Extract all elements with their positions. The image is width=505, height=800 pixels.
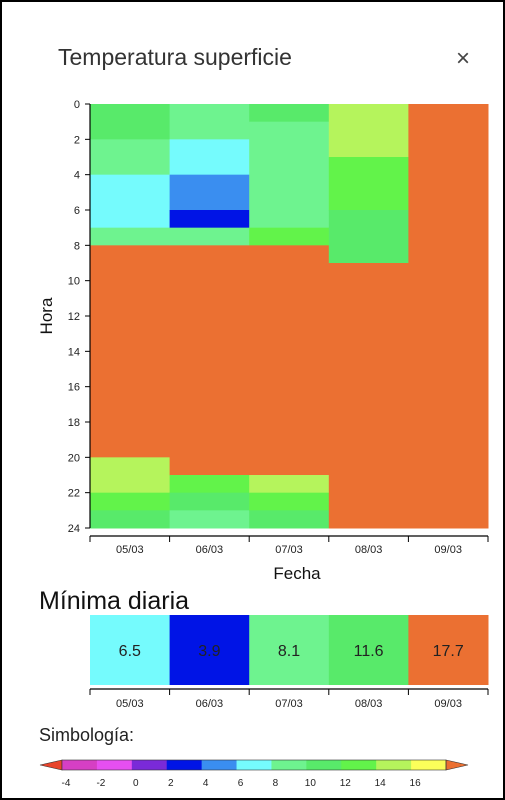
heatmap-cell bbox=[328, 263, 409, 529]
heatmap-cell bbox=[90, 457, 171, 494]
table-x-tick-label: 07/03 bbox=[275, 698, 303, 710]
y-tick-label: 0 bbox=[74, 99, 80, 111]
heatmap-cell bbox=[249, 227, 330, 246]
daily-minimum-cell bbox=[169, 615, 250, 685]
legend-swatch bbox=[62, 760, 98, 770]
legend-swatch bbox=[201, 760, 237, 770]
x-tick-label: 05/03 bbox=[116, 544, 144, 556]
heatmap-cell bbox=[169, 104, 250, 140]
heatmap-cell bbox=[328, 157, 409, 211]
legend-tick-label: 10 bbox=[305, 778, 317, 789]
legend-tick-label: 0 bbox=[133, 778, 139, 789]
y-tick-label: 16 bbox=[68, 382, 80, 394]
heatmap-cell bbox=[169, 245, 250, 476]
legend-tick-label: -4 bbox=[62, 778, 71, 789]
legend-swatch bbox=[166, 760, 203, 770]
legend-border bbox=[61, 759, 447, 771]
y-axis-label: Hora bbox=[37, 297, 56, 334]
legend-tick-label: 6 bbox=[238, 778, 244, 789]
legend-tick-label: 4 bbox=[203, 778, 209, 789]
legend-tick-label: 16 bbox=[410, 778, 422, 789]
y-tick-label: 2 bbox=[74, 134, 80, 146]
daily-minimum-value: 11.6 bbox=[354, 643, 384, 660]
close-icon[interactable]: × bbox=[455, 45, 470, 72]
y-tick-label: 24 bbox=[68, 523, 80, 535]
y-tick-label: 6 bbox=[74, 205, 80, 217]
daily-minimum-value: 17.7 bbox=[433, 643, 464, 660]
x-tick-label: 06/03 bbox=[196, 544, 224, 556]
heatmap-cell bbox=[249, 492, 330, 511]
heatmap-cell bbox=[328, 210, 409, 264]
x-axis-label: Fecha bbox=[273, 564, 321, 583]
table-x-tick-label: 09/03 bbox=[434, 698, 462, 710]
heatmap-cell bbox=[249, 475, 330, 494]
heatmap-cell bbox=[169, 475, 250, 494]
heatmap-cell bbox=[249, 104, 330, 123]
daily-minimum-value: 6.5 bbox=[119, 643, 141, 660]
x-tick-label: 08/03 bbox=[355, 544, 383, 556]
daily-minimum-value: 3.9 bbox=[198, 643, 220, 660]
heatmap-cell bbox=[408, 104, 489, 529]
legend-swatch bbox=[271, 760, 307, 770]
daily-minimum-value: 8.1 bbox=[278, 643, 300, 660]
heatmap-cell bbox=[169, 510, 250, 529]
y-tick-label: 14 bbox=[68, 346, 80, 358]
daily-minimum-title: Mínima diaria bbox=[39, 587, 190, 615]
table-x-tick-label: 06/03 bbox=[196, 698, 224, 710]
y-tick-label: 18 bbox=[68, 417, 80, 429]
table-x-tick-label: 05/03 bbox=[116, 698, 144, 710]
daily-minimum-cell bbox=[249, 615, 330, 685]
heatmap-cell bbox=[328, 104, 409, 158]
heatmap-cell bbox=[169, 210, 250, 229]
legend-swatch bbox=[96, 760, 133, 770]
y-tick-label: 20 bbox=[68, 452, 80, 464]
daily-minimum-cell bbox=[408, 615, 489, 685]
legend-swatch bbox=[376, 760, 412, 770]
legend-swatch bbox=[341, 760, 377, 770]
legend-tick-label: 2 bbox=[168, 778, 174, 789]
y-tick-label: 10 bbox=[68, 276, 80, 288]
daily-minimum-cell bbox=[328, 615, 409, 685]
heatmap-cell bbox=[249, 510, 330, 529]
y-tick-label: 12 bbox=[68, 311, 80, 323]
legend-tick-label: 12 bbox=[340, 778, 352, 789]
legend-tick-label: 14 bbox=[375, 778, 387, 789]
heatmap-cell bbox=[169, 174, 250, 211]
heatmap-cell bbox=[169, 492, 250, 511]
heatmap-cell bbox=[169, 139, 250, 176]
daily-minimum-cell bbox=[90, 615, 171, 685]
legend-swatch bbox=[131, 760, 168, 770]
heatmap-cell bbox=[90, 492, 171, 511]
heatmap-cell bbox=[90, 139, 171, 176]
heatmap-cell bbox=[249, 245, 330, 476]
modal-title: Temperatura superficie bbox=[58, 44, 292, 70]
legend-tick-label: 8 bbox=[273, 778, 279, 789]
legend-swatch bbox=[411, 760, 447, 770]
legend-over-arrow bbox=[445, 759, 469, 771]
legend-under-arrow bbox=[39, 759, 63, 771]
heatmap-cell bbox=[90, 227, 171, 246]
legend-tick-label: -2 bbox=[96, 778, 105, 789]
legend-title: Simbología: bbox=[39, 725, 135, 745]
x-tick-label: 07/03 bbox=[275, 544, 303, 556]
heatmap-cell bbox=[90, 245, 171, 458]
heatmap-cell bbox=[90, 510, 171, 529]
y-tick-label: 22 bbox=[68, 488, 80, 500]
heatmap-cell bbox=[249, 121, 330, 229]
legend-swatch bbox=[306, 760, 342, 770]
y-tick-label: 8 bbox=[74, 240, 80, 252]
legend-swatch bbox=[236, 760, 272, 770]
heatmap-cell bbox=[90, 104, 171, 140]
x-tick-label: 09/03 bbox=[434, 544, 462, 556]
heatmap-cell bbox=[90, 174, 171, 229]
heatmap-cell bbox=[169, 227, 250, 246]
y-tick-label: 4 bbox=[74, 170, 80, 182]
table-x-tick-label: 08/03 bbox=[355, 698, 383, 710]
